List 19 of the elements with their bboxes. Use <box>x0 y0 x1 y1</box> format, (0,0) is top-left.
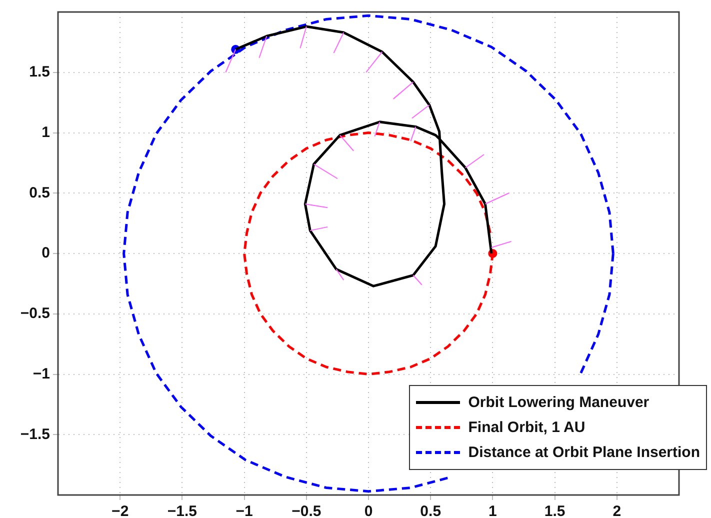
x-tick-label: −1.5 <box>167 503 198 518</box>
x-tick-label: −2 <box>112 503 129 518</box>
y-tick-label: −0.5 <box>20 305 50 322</box>
y-tick-label: −1.5 <box>20 426 50 443</box>
x-tick-label: 0.5 <box>420 503 442 518</box>
y-tick-label: 1.5 <box>29 64 50 81</box>
x-tick-label: 0 <box>364 503 373 518</box>
x-tick-label: 1.5 <box>544 503 566 518</box>
x-tick-label: −0.5 <box>292 503 322 518</box>
y-tick-label: 1 <box>42 124 50 141</box>
x-tick-label: 2 <box>612 503 622 518</box>
y-tick-label: 0.5 <box>29 184 50 202</box>
legend-label: Distance at Orbit Plane Insertion <box>468 444 700 461</box>
legend-label: Final Orbit, 1 AU <box>468 419 586 436</box>
y-tick-label: −1 <box>32 365 50 382</box>
x-tick-label: 1 <box>488 503 497 518</box>
legend-label: Orbit Lowering Maneuver <box>468 394 650 411</box>
x-tick-label: −1 <box>236 503 253 518</box>
y-tick-label: 0 <box>42 244 50 262</box>
